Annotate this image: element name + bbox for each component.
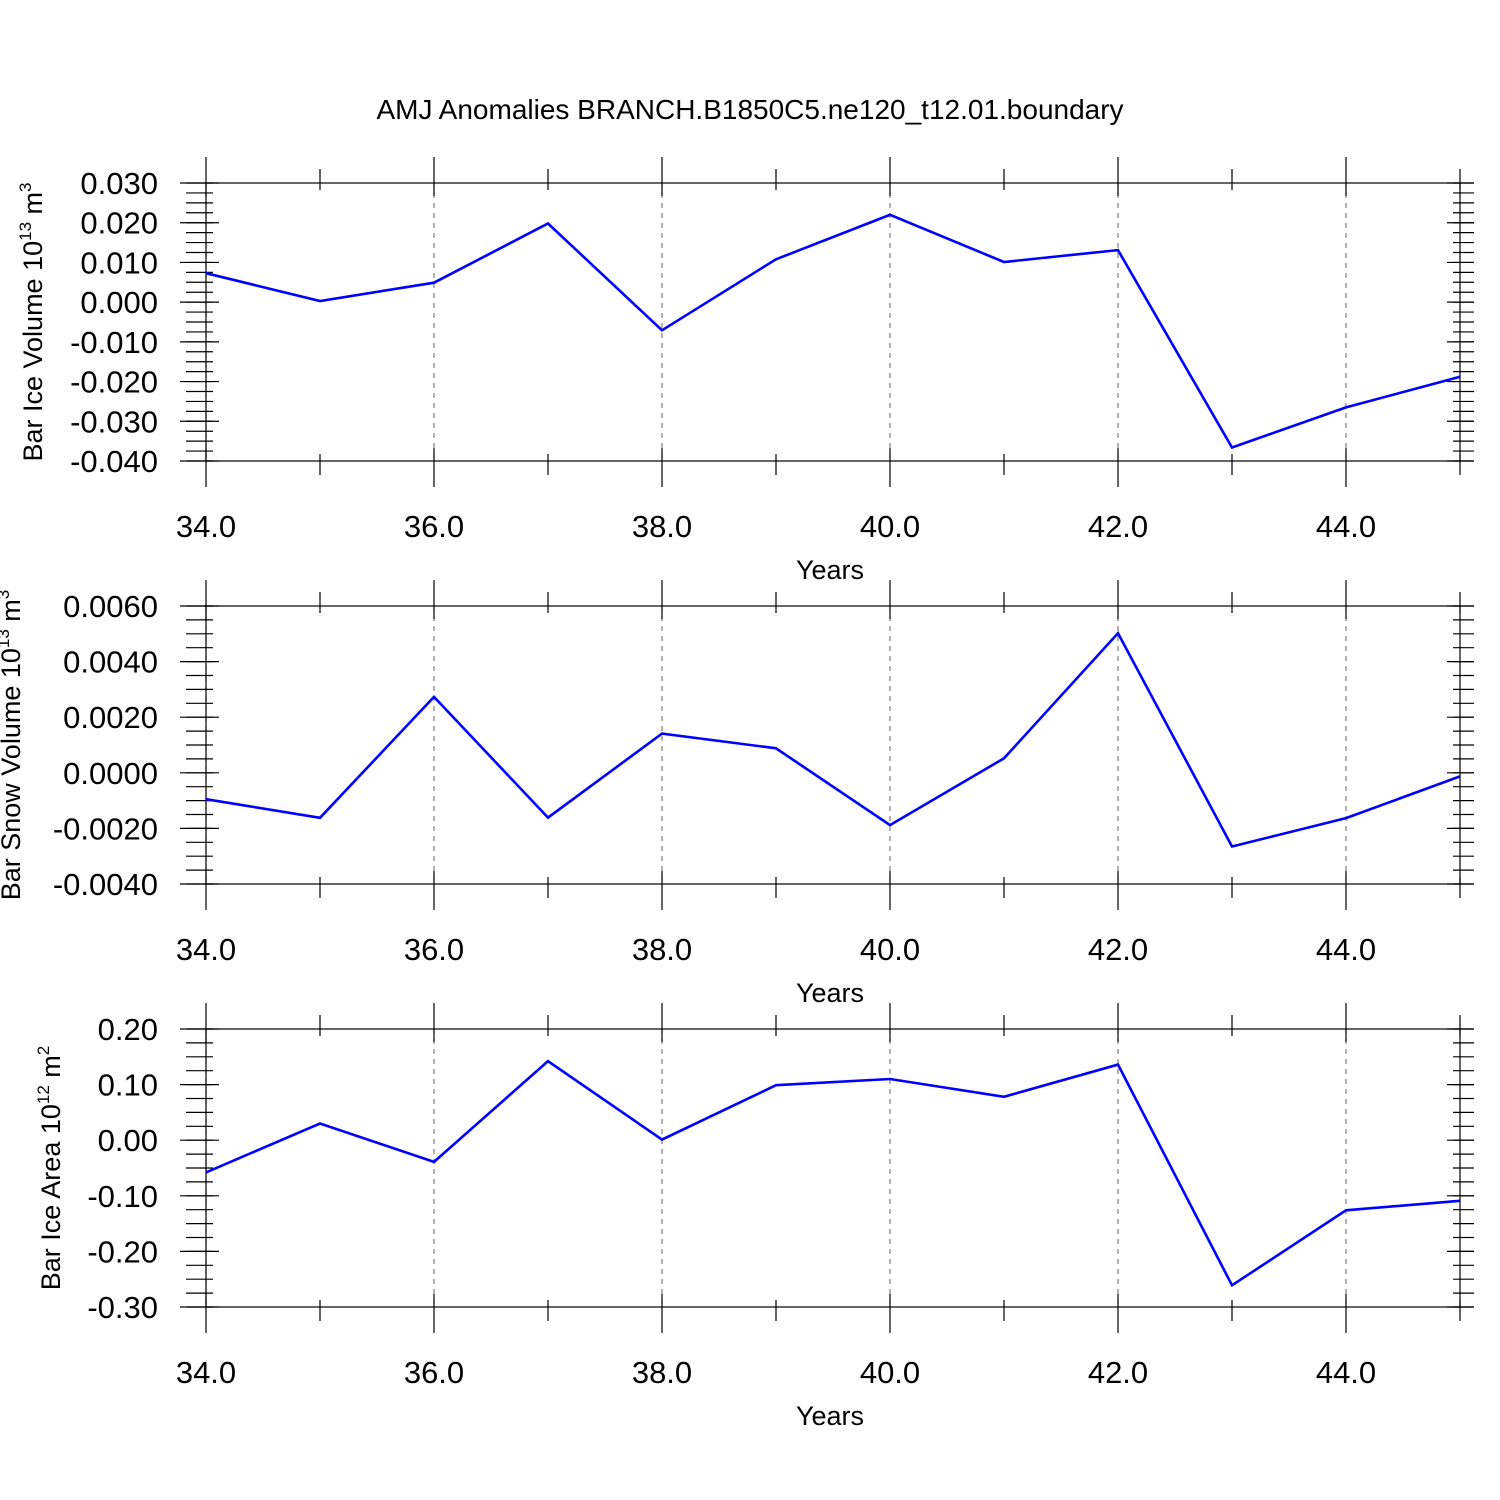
x-tick-label: 34.0 (176, 509, 236, 544)
y-axis-label-ylabel-unit: m (18, 192, 48, 222)
x-axis-label: Years (796, 978, 864, 1008)
y-tick-label: 0.030 (80, 166, 158, 201)
plot-frame (205, 1028, 1461, 1308)
y-axis-label-ylabel-unit: m (36, 1055, 66, 1085)
x-tick-label: 36.0 (404, 1355, 464, 1390)
x-tick-label: 40.0 (860, 1355, 920, 1390)
x-tick-label: 38.0 (632, 509, 692, 544)
x-tick-label: 40.0 (860, 932, 920, 967)
y-axis-label-ylabel-exp: 13 (0, 629, 13, 648)
y-tick-label: -0.040 (70, 444, 158, 479)
x-tick-label: 42.0 (1088, 932, 1148, 967)
x-tick-label: 42.0 (1088, 509, 1148, 544)
x-tick-label: 42.0 (1088, 1355, 1148, 1390)
y-axis-label: Bar Ice Volume 1013 m3 (16, 182, 48, 461)
x-tick-label: 38.0 (632, 1355, 692, 1390)
y-axis-label: Bar Snow Volume 1013 m3 (0, 590, 26, 901)
x-tick-label: 44.0 (1316, 932, 1376, 967)
y-tick-label: -0.0020 (53, 811, 158, 846)
y-axis-label-ylabel-unit-exp: 3 (16, 182, 35, 191)
y-axis-label-ylabel-exp: 13 (16, 222, 35, 241)
x-axis-label: Years (796, 1401, 864, 1431)
y-axis-label-ylabel-main: Bar Ice Volume 10 (18, 241, 48, 462)
y-axis-label-ylabel-exp: 12 (34, 1085, 53, 1104)
x-tick-label: 34.0 (176, 932, 236, 967)
y-tick-label: -0.20 (87, 1234, 158, 1269)
y-tick-label: 0.0020 (63, 700, 158, 735)
y-tick-label: -0.0040 (53, 867, 158, 902)
y-tick-label: 0.10 (98, 1068, 158, 1103)
panel-2: 34.0 36.0 38.0 40.0 42.0 44.0 0.0060 0.0040 0.00… (0, 580, 1474, 1008)
x-tick-label: 40.0 (860, 509, 920, 544)
x-axis-label: Years (796, 555, 864, 585)
y-tick-label: -0.020 (70, 365, 158, 400)
y-tick-label: 0.0000 (63, 756, 158, 791)
y-tick-label: 0.020 (80, 206, 158, 241)
x-tick-label: 36.0 (404, 509, 464, 544)
y-tick-label: 0.00 (98, 1123, 158, 1158)
y-tick-label: 0.0060 (63, 589, 158, 624)
x-tick-label: 34.0 (176, 1355, 236, 1390)
plot-frame (205, 182, 1461, 462)
y-tick-label: 0.20 (98, 1012, 158, 1047)
y-tick-label: -0.10 (87, 1179, 158, 1214)
series-line (205, 1059, 1461, 1288)
x-tick-label: 38.0 (632, 932, 692, 967)
series-line (205, 213, 1461, 450)
y-axis-label-ylabel-unit: m (0, 599, 26, 629)
x-tick-label: 44.0 (1316, 509, 1376, 544)
x-tick-label: 44.0 (1316, 1355, 1376, 1390)
y-tick-label: -0.30 (87, 1290, 158, 1325)
panel-3: 34.0 36.0 38.0 40.0 42.0 44.0 0.20 0.10 0.00 -0.1… (34, 1003, 1474, 1431)
y-axis-label-ylabel-main: Bar Snow Volume 10 (0, 648, 26, 900)
y-tick-label: 0.0040 (63, 645, 158, 680)
panel-1: 34.0 36.0 38.0 40.0 42.0 44.0 0.030 0.020 0.010 0… (16, 157, 1474, 585)
y-axis-label: Bar Ice Area 1012 m2 (34, 1046, 66, 1291)
y-tick-label: 0.010 (80, 245, 158, 280)
y-tick-label: 0.000 (80, 285, 158, 320)
y-axis-label-ylabel-unit-exp: 3 (0, 590, 13, 599)
chart-title: AMJ Anomalies BRANCH.B1850C5.ne120_t12.0… (376, 94, 1123, 125)
x-tick-label: 36.0 (404, 932, 464, 967)
y-tick-label: -0.010 (70, 325, 158, 360)
y-axis-label-ylabel-unit-exp: 2 (34, 1046, 53, 1055)
panels: 34.0 36.0 38.0 40.0 42.0 44.0 0.030 0.020 0.010 0… (0, 157, 1474, 1431)
series-line (205, 630, 1461, 849)
y-axis-label-ylabel-main: Bar Ice Area 10 (36, 1104, 66, 1290)
plot-frame (205, 605, 1461, 885)
y-tick-label: -0.030 (70, 404, 158, 439)
